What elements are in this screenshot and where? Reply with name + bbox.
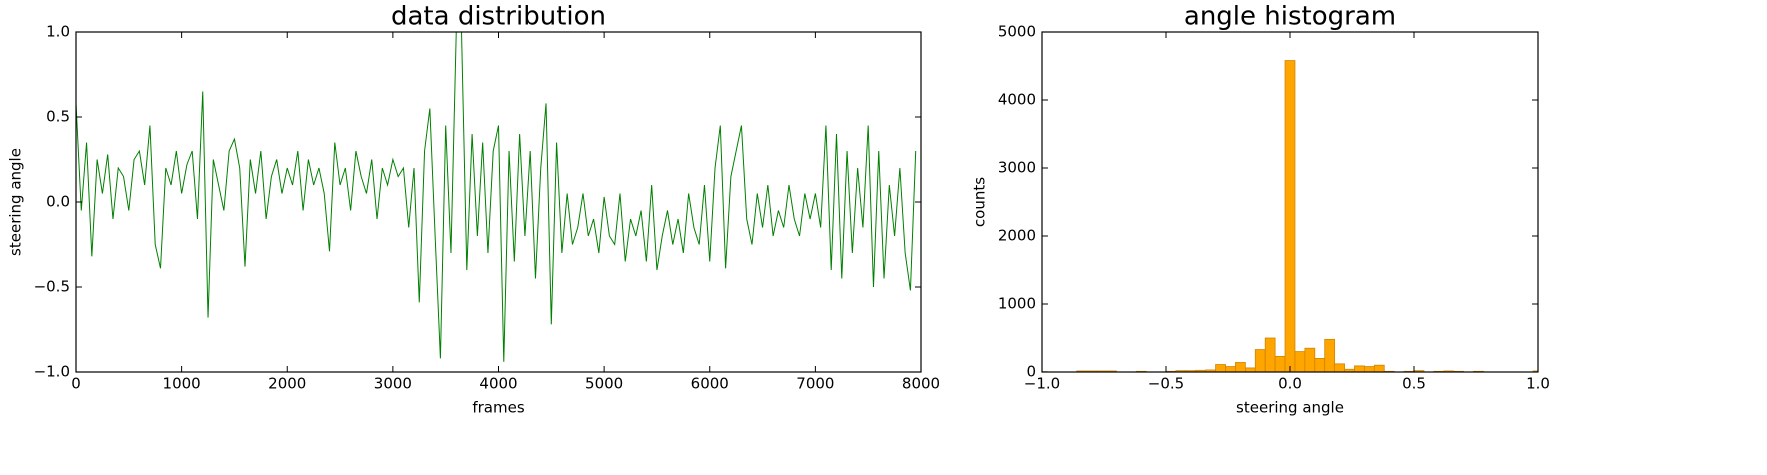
y-tick-label: 0.0 [46,193,70,211]
x-tick-label: 0.0 [1278,375,1302,393]
x-tick-label: 0 [71,375,81,393]
x-tick-label: 7000 [796,375,834,393]
x-axis-label: frames [472,399,524,417]
x-tick-label: 5000 [585,375,623,393]
y-tick-label: 0 [1026,363,1036,381]
x-tick-label: 2000 [268,375,306,393]
y-tick-label: 1000 [998,295,1036,313]
x-tick-label: −0.5 [1148,375,1184,393]
y-tick-label: 1.0 [46,23,70,41]
plot-area [76,32,917,362]
bar [1304,347,1316,372]
data-line [76,32,917,362]
bar [1294,351,1306,372]
plot-area [1042,60,1538,372]
bar [1364,366,1375,372]
bar [1254,349,1266,372]
bar [1324,338,1336,372]
chart-title: data distribution [391,2,606,32]
y-tick-label: 5000 [998,23,1036,41]
x-tick-label: 6000 [691,375,729,393]
bar [1354,365,1365,372]
x-tick-label: 0.5 [1402,375,1426,393]
y-tick-label: 0.5 [46,108,70,126]
x-tick-label: 1000 [163,375,201,393]
bar [1215,364,1226,372]
bar [1264,337,1276,372]
x-axis-label: steering angle [1236,399,1344,417]
x-tick-label: 4000 [479,375,517,393]
bar [1373,364,1385,372]
y-tick-label: −0.5 [34,278,70,296]
y-tick-label: 3000 [998,159,1036,177]
y-tick-label: 4000 [998,91,1036,109]
x-tick-label: 8000 [902,375,940,393]
bar [1274,355,1286,372]
x-tick-label: 3000 [374,375,412,393]
bar [1314,357,1326,372]
x-tick-label: 1.0 [1526,375,1550,393]
bar [1225,366,1236,372]
y-axis-label: steering angle [7,148,25,256]
y-tick-label: 2000 [998,227,1036,245]
axes-frame [75,31,922,373]
x-tick-label: −1.0 [1024,375,1060,393]
bar [1334,363,1345,372]
bar [1244,367,1256,372]
bar [1284,60,1296,372]
y-axis-label: counts [971,177,989,227]
bar [1235,362,1246,372]
y-tick-label: −1.0 [34,363,70,381]
chart-title: angle histogram [1184,2,1396,32]
